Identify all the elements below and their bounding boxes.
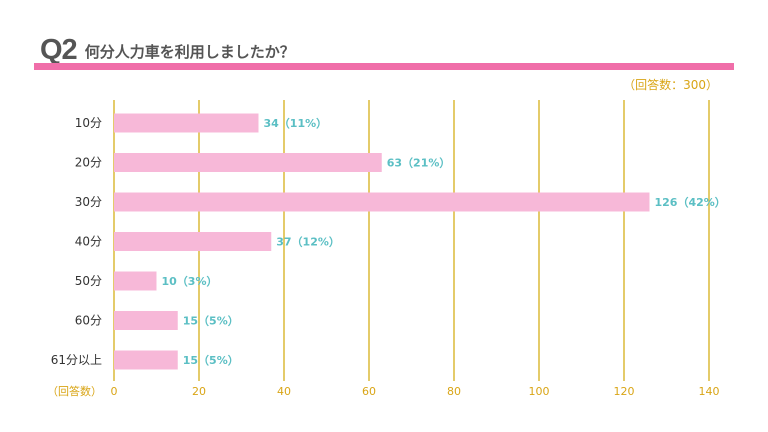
x-axis-label: （回答数） [47, 384, 102, 398]
x-tick-label: 60 [362, 385, 376, 398]
title-underline-bar [34, 63, 734, 70]
category-label: 60分 [75, 314, 102, 328]
x-tick-label: 140 [699, 385, 720, 398]
value-label: 63（21%） [387, 157, 451, 170]
category-label: 20分 [75, 156, 102, 170]
chart-header: Q2 何分人力車を利用しましたか？ [40, 36, 295, 65]
value-label: 34（11%） [264, 117, 328, 130]
x-tick-label: 120 [614, 385, 635, 398]
bar [114, 232, 272, 251]
respondent-count: （回答数：300） [623, 78, 718, 92]
category-label: 40分 [75, 235, 102, 249]
bar [114, 311, 178, 330]
question-number: Q2 [40, 34, 78, 66]
x-tick-label: 80 [447, 385, 461, 398]
bar [114, 113, 259, 133]
x-tick-label: 40 [277, 385, 291, 398]
value-label: 15（5%） [183, 354, 239, 367]
bar [114, 153, 382, 172]
x-tick-label: 0 [111, 385, 118, 398]
bar [114, 271, 157, 291]
category-label: 10分 [75, 116, 102, 130]
value-label: 37（12%） [276, 236, 340, 249]
value-label: 15（5%） [183, 315, 239, 328]
category-label: 30分 [75, 195, 102, 209]
x-tick-label: 100 [529, 385, 550, 398]
bar [114, 192, 650, 212]
value-label: 126（42%） [655, 196, 726, 209]
category-label: 61分以上 [51, 353, 102, 367]
x-tick-label: 20 [192, 385, 206, 398]
value-label: 10（3%） [162, 275, 218, 288]
category-label: 50分 [75, 274, 102, 288]
bar [114, 350, 178, 370]
question-title: 何分人力車を利用しましたか？ [84, 43, 295, 61]
